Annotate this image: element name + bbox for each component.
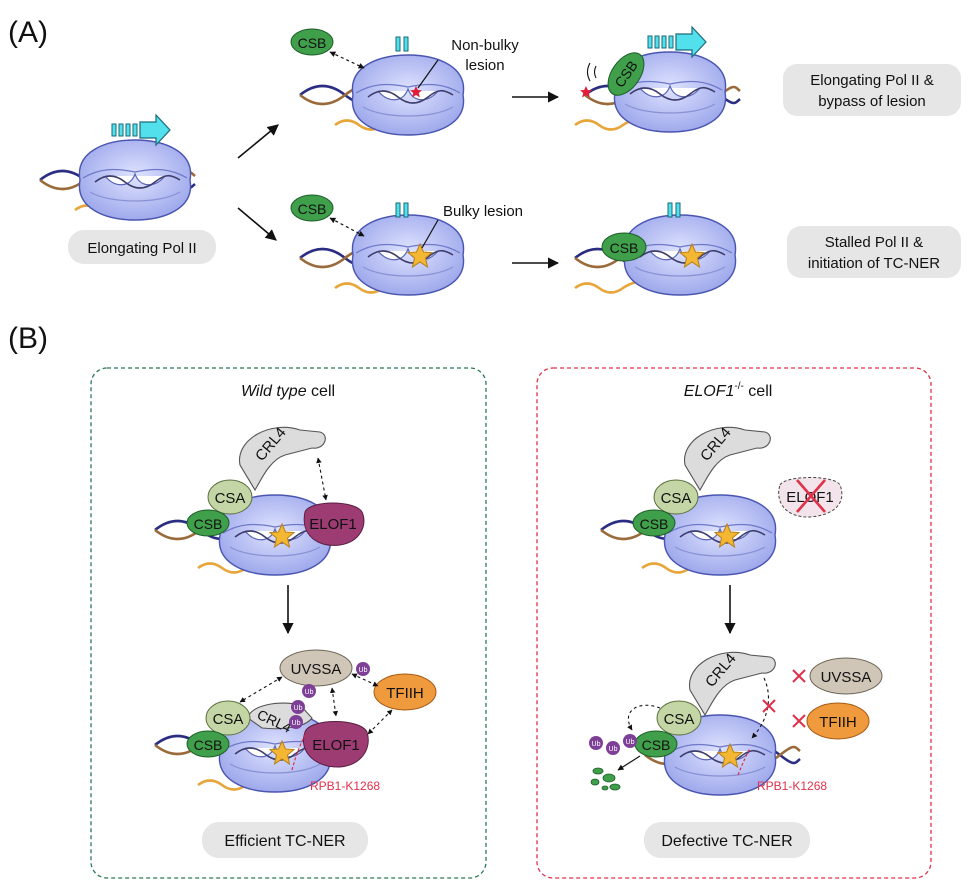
wt-crl4-elof1-arrow [316, 457, 328, 501]
wt-csa-label: CSA [215, 490, 246, 507]
bypass-complex: CSB [573, 26, 742, 133]
ko-defective-complex: CRL4 CSA CSB [634, 650, 802, 796]
csb-binding-arrow-bottom [329, 217, 365, 237]
outcome-top-line1: Elongating Pol II & [810, 72, 933, 89]
wt-ub-2: Ub [305, 689, 314, 696]
ko-csa-label: CSA [661, 490, 692, 507]
ko-caption-bubble [644, 822, 810, 858]
wt-ub-3: Ub [294, 705, 303, 712]
bulky-label: Bulky lesion [443, 203, 523, 220]
ko-ub-2: Ub [609, 746, 618, 753]
wt-ubiquitin-group: Ub Ub Ub Ub [289, 662, 370, 729]
non-bulky-label-2: lesion [465, 57, 504, 74]
wt-ub-4: Ub [292, 720, 301, 727]
wt-uvssa-label: UVSSA [291, 661, 342, 678]
csb-stalled-label: CSB [610, 240, 639, 256]
ko-tfiih-cross-icon [792, 714, 806, 728]
ko-title: ELOF1-/- cell [684, 381, 773, 400]
ko-ub-3: Ub [626, 739, 635, 746]
ko-tfiih-label: TFIIH [819, 714, 857, 731]
wt-uvssa-elof1-arrow [329, 687, 339, 717]
wt-ub-1: Ub [359, 667, 368, 674]
start-caption: Elongating Pol II [87, 240, 196, 257]
wt-repair-complex: CRL4 CSA CSB ELOF1 [153, 700, 369, 793]
wt-tfiih-elof1-arrow [367, 709, 393, 735]
ko-uvssa-cross-icon [792, 669, 806, 683]
wt-repair-elof1-label: ELOF1 [312, 737, 360, 754]
csb-free-top [290, 28, 334, 56]
bulky-pointer [421, 219, 439, 249]
ko-elof1-cross-icon [796, 479, 826, 513]
branch-arrow-top [237, 124, 279, 159]
ko-csb-degraded-icon [590, 767, 621, 791]
non-bulky-complex [298, 54, 465, 136]
csb-free-top-label: CSB [298, 35, 327, 51]
panel-a-label: (A) [8, 16, 48, 49]
wt-elof1-label: ELOF1 [309, 516, 357, 533]
ko-caption: Defective TC-NER [661, 833, 792, 850]
ko-rpb1-label: RPB1-K1268 [757, 779, 827, 793]
vibration-icon [586, 62, 597, 82]
wt-tfiih [373, 673, 437, 711]
wt-uvssa-tfiih-arrow [351, 673, 379, 687]
wt-caption: Efficient TC-NER [224, 833, 345, 850]
outcome-top-bubble [783, 64, 961, 116]
ko-initial-complex: CRL4 CSA CSB [599, 424, 777, 576]
ko-elof1-missing: ELOF1 [778, 477, 843, 518]
wt-uvssa-csa-arrow [239, 676, 283, 703]
ko-rpb1-pointer [737, 747, 751, 776]
ko-uvssa [809, 657, 883, 695]
wt-rpb1-label: RPB1-K1268 [310, 779, 380, 793]
wild-type-box [90, 367, 487, 879]
wt-uvssa [279, 649, 353, 687]
ko-repair-csa-label: CSA [664, 711, 695, 728]
bulky-complex [298, 214, 465, 296]
wt-tfiih-label: TFIIH [386, 685, 424, 702]
start-complex [38, 114, 197, 221]
ko-uvssa-label: UVSSA [821, 669, 872, 686]
wt-csb-label: CSB [194, 516, 223, 532]
outcome-bottom-bubble [787, 226, 961, 278]
csb-free-bottom [290, 194, 334, 222]
outcome-bottom-line2: initiation of TC-NER [808, 255, 940, 272]
ko-csa-csb-arrow [627, 704, 661, 731]
csb-binding-arrow-top [329, 51, 365, 69]
wt-repair-csb-label: CSB [194, 737, 223, 753]
panel-b-label: (B) [8, 322, 48, 355]
wt-repair-csa-label: CSA [213, 711, 244, 728]
start-caption-bubble [68, 230, 216, 264]
wt-rpb1-pointer [291, 734, 306, 771]
outcome-bottom-line1: Stalled Pol II & [825, 234, 923, 251]
ko-tfiih [806, 702, 870, 740]
wt-initial-complex: CRL4 CSA CSB ELOF1 [153, 424, 365, 576]
ko-degradation-arrow [617, 755, 641, 771]
stalled-complex: CSB [573, 214, 737, 296]
ko-ub-1: Ub [592, 741, 601, 748]
outcome-top-line2: bypass of lesion [818, 93, 926, 110]
ko-crl4-blocked-icon [762, 699, 776, 713]
non-bulky-label-1: Non-bulky [451, 37, 519, 54]
ko-csb-label: CSB [640, 516, 669, 532]
csb-free-bottom-label: CSB [298, 201, 327, 217]
ko-repair-csb-label: CSB [642, 737, 671, 753]
non-bulky-pointer [417, 59, 439, 89]
branch-arrow-bottom [237, 207, 277, 241]
wt-caption-bubble [202, 822, 368, 858]
pause-icon-top [395, 36, 409, 52]
ko-box [536, 367, 932, 879]
wild-type-title: Wild type cell [241, 383, 335, 400]
ko-ubiquitin-group: Ub Ub Ub [589, 734, 637, 755]
